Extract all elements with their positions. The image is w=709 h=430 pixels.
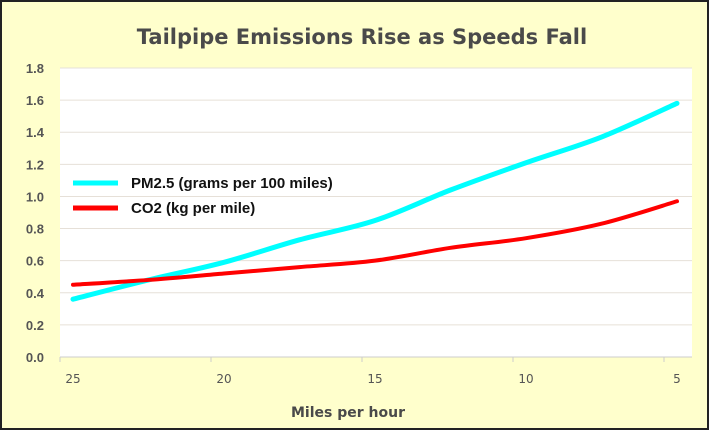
y-tick-label: 1.4	[26, 125, 45, 140]
y-tick-label: 1.8	[26, 61, 44, 76]
y-tick-label: 1.2	[26, 157, 44, 172]
x-tick-label: 5	[673, 372, 681, 386]
y-tick-label: 0.6	[26, 254, 44, 269]
legend-label: PM2.5 (grams per 100 miles)	[131, 175, 333, 192]
y-tick-label: 1.6	[26, 93, 44, 108]
y-tick-label: 0.8	[26, 222, 44, 237]
x-tick-label: 20	[216, 372, 231, 386]
x-tick-label: 10	[518, 372, 533, 386]
y-tick-label: 0.0	[26, 350, 44, 365]
plot-area	[60, 68, 692, 357]
y-tick-label: 1.0	[26, 189, 44, 204]
x-axis-label: Miles per hour	[291, 405, 405, 421]
x-tick-label: 25	[65, 372, 80, 386]
y-tick-label: 0.2	[26, 318, 44, 333]
x-tick-label: 15	[367, 372, 382, 386]
legend-label: CO2 (kg per mile)	[131, 200, 255, 217]
chart-title: Tailpipe Emissions Rise as Speeds Fall	[137, 25, 587, 49]
y-tick-label: 0.4	[26, 286, 45, 301]
